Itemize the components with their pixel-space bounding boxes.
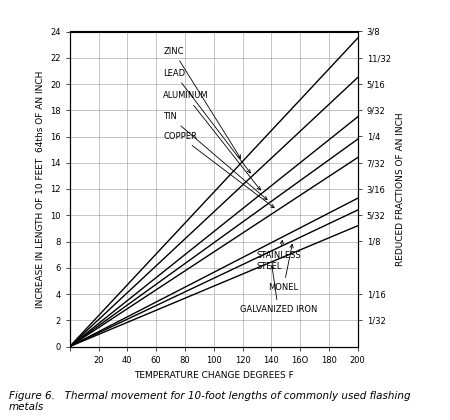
- Text: COPPER: COPPER: [163, 132, 274, 208]
- X-axis label: TEMPERATURE CHANGE DEGREES F: TEMPERATURE CHANGE DEGREES F: [134, 371, 293, 381]
- Text: TIN: TIN: [163, 112, 267, 200]
- Text: ZINC: ZINC: [163, 47, 241, 158]
- Y-axis label: INCREASE IN LENGTH OF 10 FEET  64ths OF AN INCH: INCREASE IN LENGTH OF 10 FEET 64ths OF A…: [36, 70, 45, 308]
- Text: ALUMINUM: ALUMINUM: [163, 91, 261, 190]
- Text: GALVANIZED IRON: GALVANIZED IRON: [240, 265, 317, 314]
- Text: Figure 6.   Thermal movement for 10-foot lengths of commonly used flashing
metal: Figure 6. Thermal movement for 10-foot l…: [9, 391, 410, 412]
- Text: LEAD: LEAD: [163, 69, 250, 173]
- Text: STAINLESS
STEEL: STAINLESS STEEL: [257, 240, 302, 271]
- Y-axis label: REDUCED FRACTIONS OF AN INCH: REDUCED FRACTIONS OF AN INCH: [396, 112, 405, 266]
- Text: MONEL: MONEL: [269, 244, 299, 292]
